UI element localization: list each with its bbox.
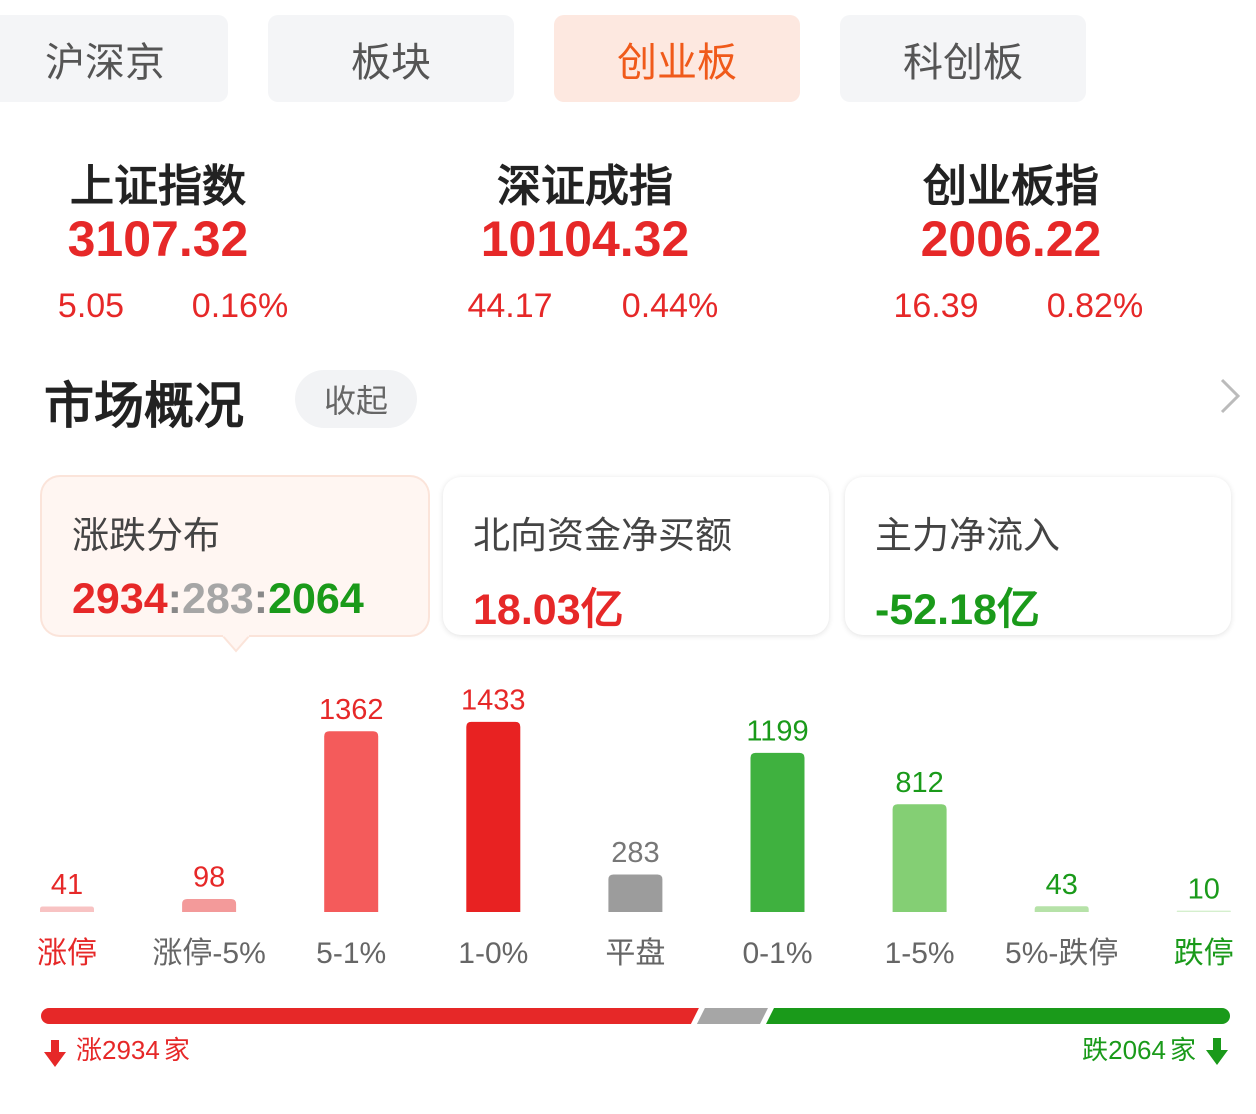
collapse-button[interactable]: 收起 [295,370,417,428]
category-label: 1-5% [885,937,955,970]
category-label: 涨停-5% [152,937,265,970]
section-title: 市场概况 [44,378,244,434]
split-up [41,1008,699,1024]
split-down [765,1008,1230,1024]
index-value: 10104.32 [480,211,690,267]
down-arrow [1206,1038,1228,1065]
bar [608,874,663,912]
category-label: 平盘 [605,937,665,970]
tab[interactable]: 科创板 [840,15,1086,102]
index-name: 上证指数 [70,162,246,211]
category-label: 5%-跌停 [1005,937,1118,970]
value-label: 283 [611,837,659,869]
down-count: 2064 [268,575,364,623]
separator: : [167,575,182,623]
value-label: 1199 [746,716,808,748]
unit: 家 [1170,1035,1196,1065]
up-count: 2934 [72,575,168,623]
split-flat [696,1008,768,1024]
up-label: 涨 [76,1035,102,1065]
up-total: 2934 [102,1035,160,1065]
card[interactable]: 涨跌分布 2934:283:2064 [42,477,428,635]
unit: 家 [164,1035,190,1065]
summary: 涨2934 家 跌2064 家 [44,1035,1228,1067]
category-label: 5-1% [316,937,386,970]
bar [892,804,947,912]
chevron[interactable] [1214,376,1244,416]
down-label: 跌 [1082,1035,1108,1065]
value-label: 1362 [319,694,384,726]
index-change: 44.17 [467,287,553,325]
down-total: 2064 [1108,1035,1166,1065]
category-label: 涨停 [37,937,97,970]
ratio: 2934:283:2064 [72,575,398,624]
bar [324,731,379,912]
index-name: 创业板指 [923,162,1099,211]
bar [1176,910,1231,912]
index-change: 5.05 [57,287,125,325]
flat-count: 283 [182,575,254,623]
bar [466,721,521,912]
tab[interactable]: 沪深京 [0,15,228,102]
category-label: 1-0% [458,937,528,970]
card[interactable]: 主力净流入 -52.18亿 [845,477,1231,635]
index-value: 2006.22 [920,211,1102,267]
category-label: 跌停 [1174,937,1234,970]
bar [750,752,805,912]
separator: : [253,575,269,623]
index-value: 3107.32 [67,211,249,267]
index-name: 深证成指 [497,162,673,211]
index-change-pct: 0.82% [1046,287,1144,325]
value-label: 1433 [461,685,526,717]
down-summary: 跌2064 家 [1082,1035,1196,1065]
card-pointer [222,635,250,653]
index-change: 16.39 [893,287,979,325]
bar [1034,906,1089,912]
bar [40,906,94,912]
bar [182,898,237,912]
chart: 涨2934 家 跌2064 家 41涨停98涨停-5%13625-1%14331-0… [37,685,1234,1067]
tab[interactable]: 板块 [268,15,514,102]
value-label: 812 [895,767,943,799]
index-change-pct: 0.44% [621,287,719,325]
value-label: 41 [51,869,83,901]
index-change-pct: 0.16% [191,287,289,325]
value-label: 98 [193,862,225,894]
up-arrow [44,1040,66,1067]
value-label: 10 [1188,873,1220,905]
category-label: 0-1% [742,937,812,970]
card-title: 涨跌分布 [72,515,220,556]
card-title: 北向资金净买额 [473,515,732,556]
tab[interactable]: 创业板 [554,15,800,102]
card-value: -52.18亿 [875,586,1040,634]
up-summary: 涨2934 家 [76,1035,190,1065]
card-value: 18.03亿 [473,586,624,634]
card-title: 主力净流入 [875,515,1060,556]
value-label: 43 [1046,869,1078,901]
card[interactable]: 北向资金净买额 18.03亿 [443,477,829,635]
